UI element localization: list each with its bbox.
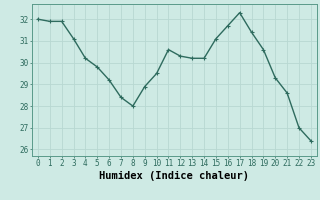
X-axis label: Humidex (Indice chaleur): Humidex (Indice chaleur) (100, 171, 249, 181)
